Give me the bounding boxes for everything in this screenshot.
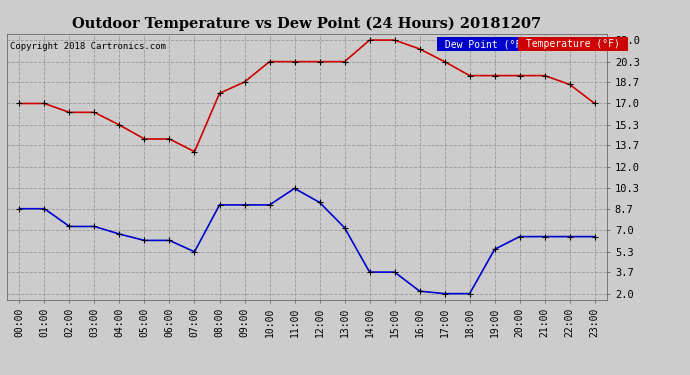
Text: Temperature (°F): Temperature (°F) [520, 39, 626, 49]
Title: Outdoor Temperature vs Dew Point (24 Hours) 20181207: Outdoor Temperature vs Dew Point (24 Hou… [72, 17, 542, 31]
Text: Copyright 2018 Cartronics.com: Copyright 2018 Cartronics.com [10, 42, 166, 51]
Text: Dew Point (°F): Dew Point (°F) [439, 39, 533, 49]
